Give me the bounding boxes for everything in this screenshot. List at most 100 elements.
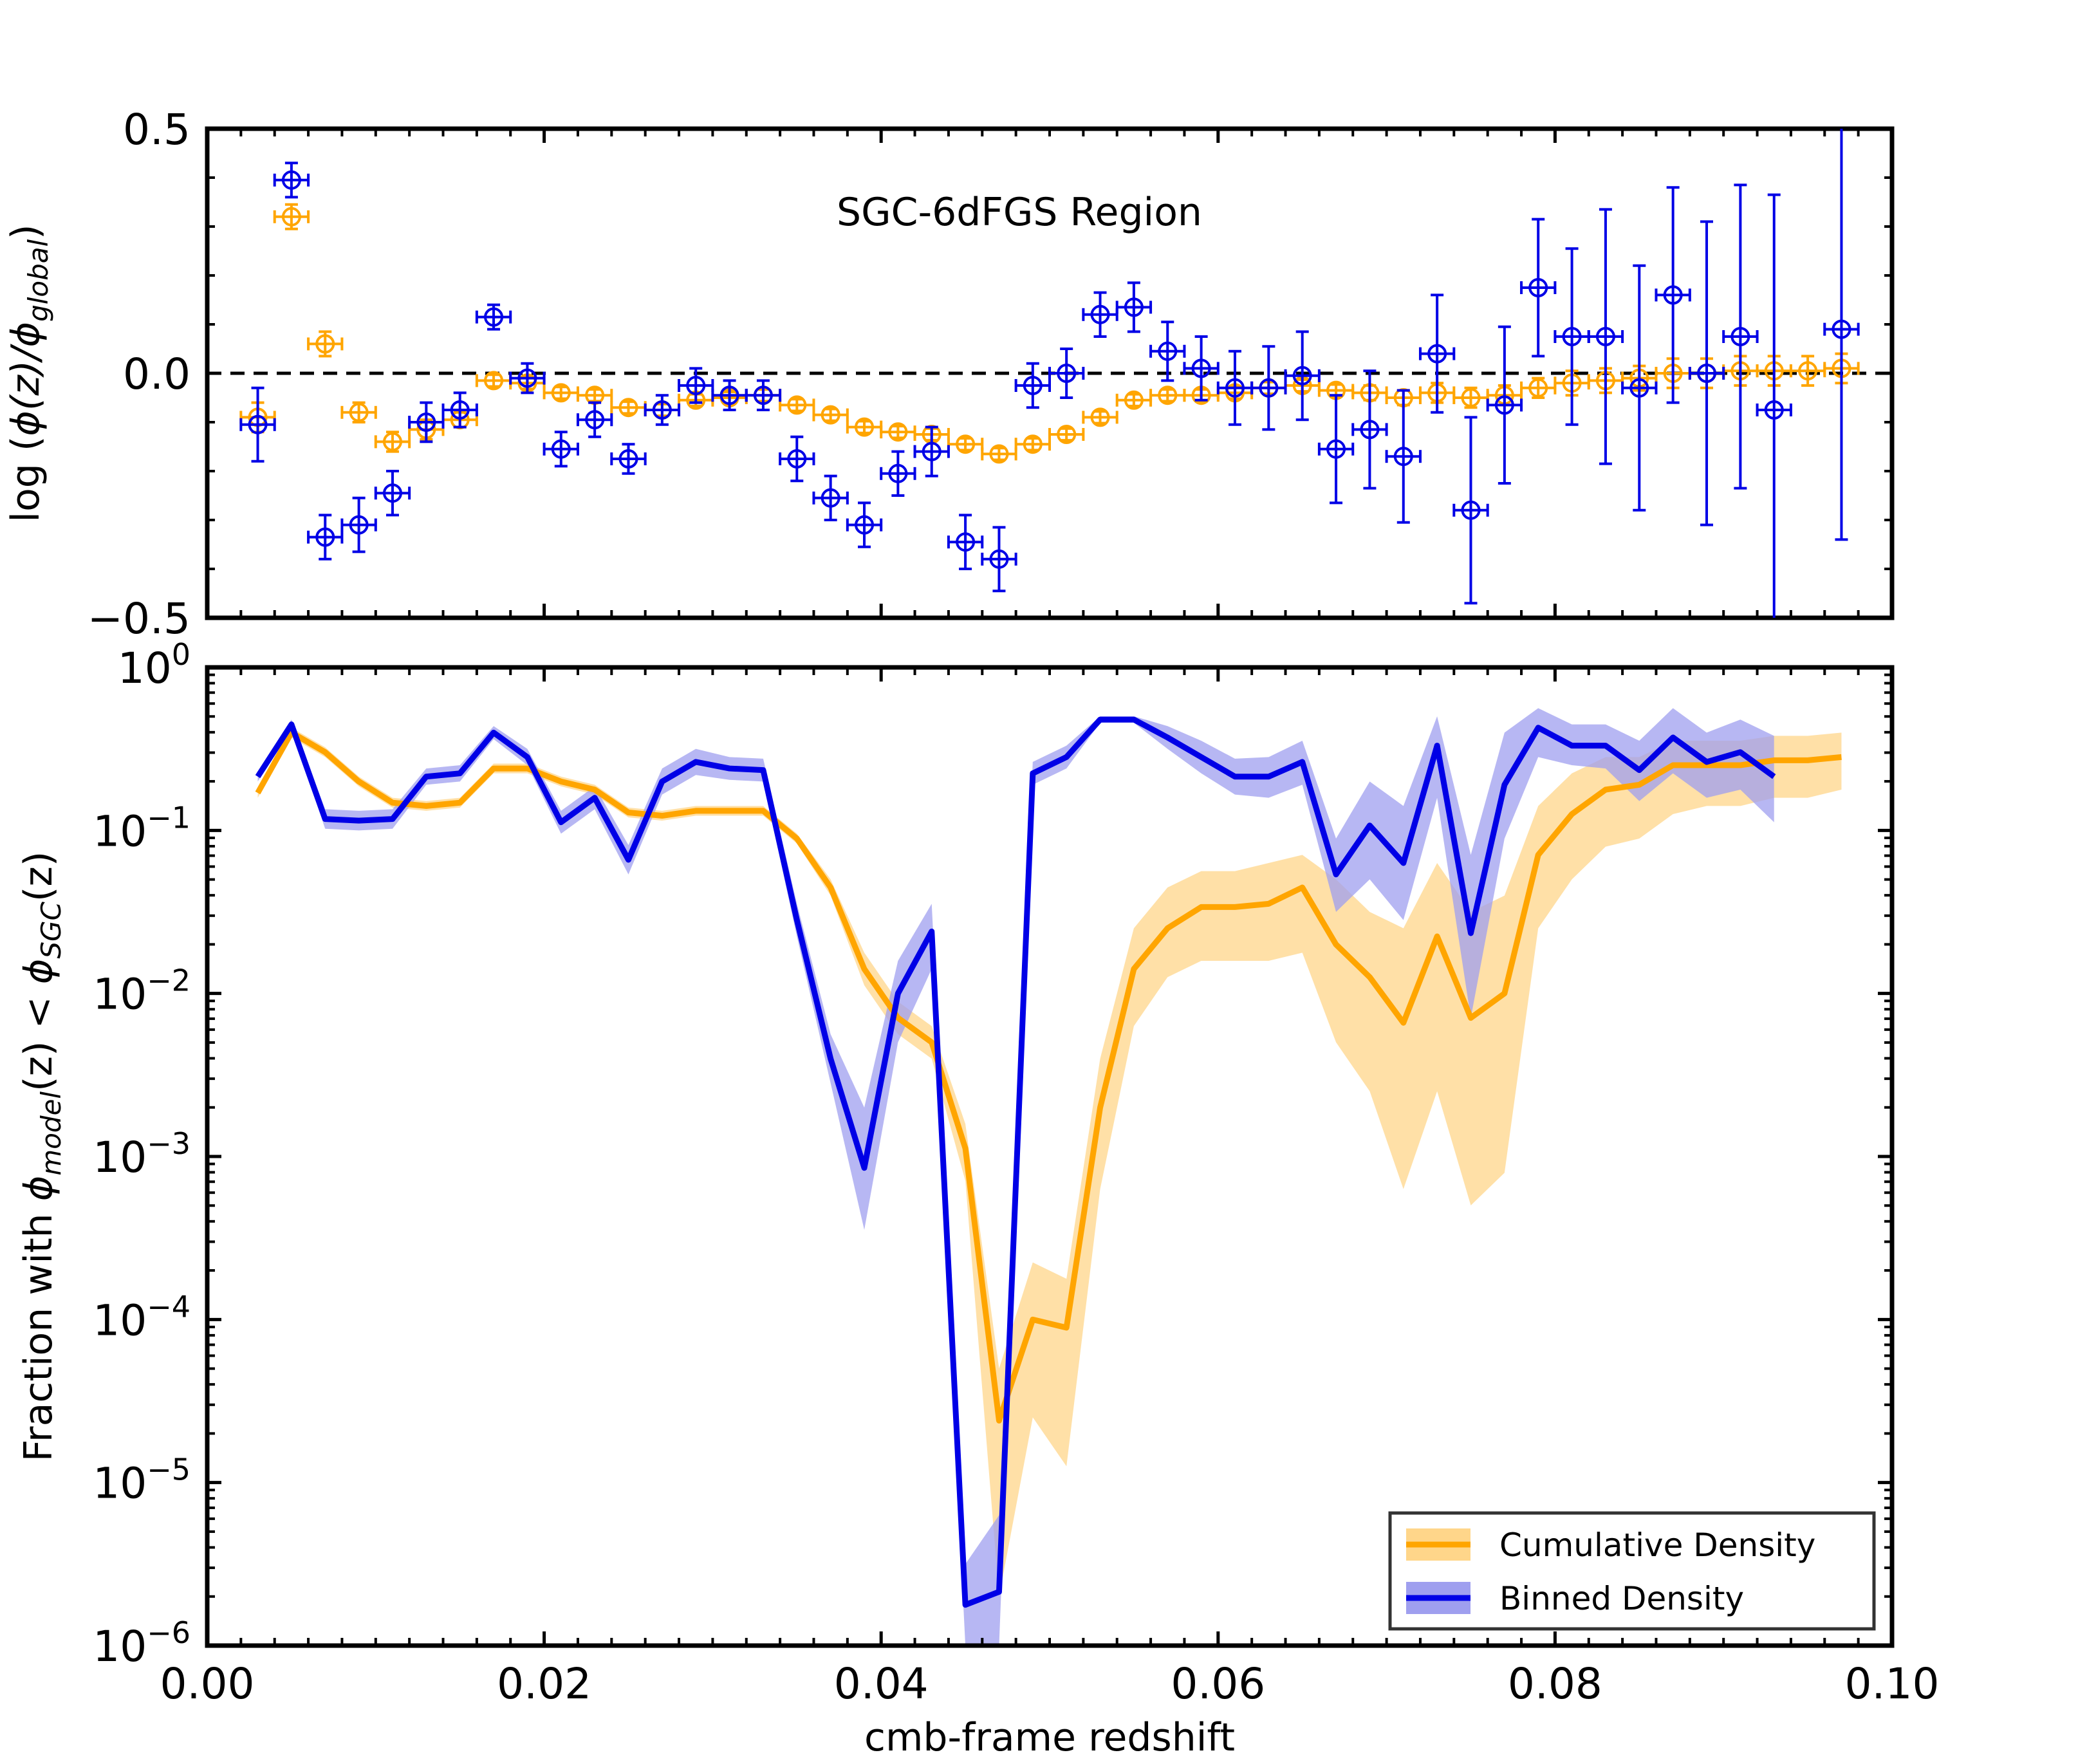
errorbar-point-binned bbox=[1655, 186, 1691, 404]
data-point-marker bbox=[1158, 385, 1178, 405]
errorbar-point-binned bbox=[880, 450, 916, 497]
data-point-marker bbox=[1832, 319, 1851, 339]
data-point-marker bbox=[1023, 434, 1043, 454]
errorbar-point-binned bbox=[1452, 416, 1489, 605]
data-point-marker bbox=[349, 402, 369, 422]
top-errorbars bbox=[239, 129, 1860, 618]
data-point-marker bbox=[888, 463, 908, 483]
errorbar-point-binned bbox=[543, 431, 579, 468]
confidence-band-cumulative bbox=[257, 727, 1842, 1597]
y-tick-label: 10−1 bbox=[93, 800, 190, 856]
legend-label-binned: Binned Density bbox=[1499, 1580, 1744, 1617]
errorbar-point-binned bbox=[779, 435, 815, 483]
data-point-marker bbox=[989, 549, 1009, 569]
y-tick-base: 10 bbox=[93, 1295, 147, 1345]
errorbar-point-binned bbox=[340, 496, 377, 553]
data-point-marker bbox=[1023, 376, 1043, 395]
bottom-panel: 0.00 0.02 0.04 0.06 0.08 0.10 10010−110−210−3… bbox=[16, 637, 1939, 1760]
y-tick-base: 10 bbox=[93, 806, 147, 856]
y-tick-label: 100 bbox=[118, 637, 190, 693]
x-tick-label: 0.06 bbox=[1171, 1659, 1265, 1709]
data-point-marker bbox=[686, 376, 706, 395]
errorbar-point-binned bbox=[644, 394, 681, 426]
top-ytick-label-low: −0.5 bbox=[88, 594, 190, 644]
data-point-marker bbox=[956, 532, 976, 552]
data-point-marker bbox=[855, 417, 875, 437]
data-point-marker bbox=[1629, 378, 1649, 398]
data-point-marker bbox=[1225, 378, 1245, 398]
data-point-marker bbox=[1191, 358, 1211, 378]
errorbar-point-binned bbox=[913, 425, 950, 478]
errorbar-point-binned bbox=[475, 303, 512, 331]
errorbar-point-binned bbox=[1216, 349, 1254, 426]
data-point-marker bbox=[1461, 388, 1481, 407]
data-point-marker bbox=[1697, 364, 1717, 383]
errorbar-point-binned bbox=[1756, 193, 1792, 618]
bottom-ylabel: Fraction with ϕmodel(z) < ϕSGC(z) bbox=[16, 851, 67, 1462]
errorbar-point-binned bbox=[1284, 330, 1321, 422]
data-point-marker bbox=[382, 432, 402, 452]
data-point-marker bbox=[1057, 425, 1077, 444]
data-point-marker bbox=[1798, 361, 1818, 381]
y-tick-base: 10 bbox=[93, 1622, 147, 1671]
errorbar-point-binned bbox=[1688, 220, 1725, 526]
y-tick-exponent: −1 bbox=[147, 800, 190, 835]
errorbar-point-binned bbox=[1048, 348, 1085, 399]
data-point-marker bbox=[618, 398, 638, 418]
y-tick-exponent: −4 bbox=[147, 1289, 190, 1324]
errorbar-point-binned bbox=[307, 514, 344, 561]
errorbar-point-cumulative bbox=[947, 434, 984, 454]
y-tick-base: 10 bbox=[93, 1133, 147, 1182]
errorbar-point-binned bbox=[1621, 264, 1658, 512]
top-panel: SGC-6dFGS Region 0.5 0.0 −0.5 log (ϕ(z)/… bbox=[3, 105, 1895, 644]
data-point-marker bbox=[450, 400, 470, 420]
errorbar-point-binned bbox=[1823, 129, 1860, 541]
y-tick-label: 10−3 bbox=[93, 1126, 190, 1182]
data-point-marker bbox=[821, 488, 840, 508]
data-point-marker bbox=[1528, 278, 1548, 297]
errorbar-point-binned bbox=[1722, 183, 1759, 490]
top-ytick-label-zero: 0.0 bbox=[123, 349, 190, 399]
errorbar-point-binned bbox=[1317, 394, 1355, 505]
errorbar-point-cumulative bbox=[374, 431, 411, 453]
errorbar-point-binned bbox=[812, 474, 849, 521]
data-point-marker bbox=[484, 307, 504, 327]
data-point-marker bbox=[551, 383, 571, 403]
x-tick-label: 0.04 bbox=[834, 1659, 929, 1709]
top-ylabel: log (ϕ(z)/ϕglobal) bbox=[3, 224, 54, 522]
data-point-marker bbox=[1663, 285, 1683, 305]
data-point-marker bbox=[315, 527, 335, 547]
errorbar-point-cumulative bbox=[846, 417, 883, 437]
errorbar-point-cumulative bbox=[1452, 386, 1489, 409]
errorbar-point-binned bbox=[374, 470, 411, 517]
data-point-marker bbox=[1360, 420, 1380, 440]
data-point-marker bbox=[1292, 366, 1312, 385]
errorbar-point-binned bbox=[846, 501, 883, 548]
y-tick-exponent: 0 bbox=[172, 637, 190, 672]
errorbar-series-binned bbox=[239, 129, 1860, 618]
data-point-marker bbox=[719, 385, 739, 405]
data-point-marker bbox=[1090, 304, 1110, 324]
data-point-marker bbox=[416, 413, 436, 432]
errorbar-point-binned bbox=[239, 386, 276, 463]
data-point-marker bbox=[1528, 378, 1548, 398]
data-point-marker bbox=[922, 441, 941, 461]
errorbar-point-binned bbox=[1587, 208, 1624, 465]
data-point-marker bbox=[517, 368, 537, 388]
errorbar-point-binned bbox=[1149, 320, 1186, 382]
top-ticks bbox=[205, 127, 1894, 620]
errorbar-point-binned bbox=[1554, 247, 1590, 426]
errorbar-point-binned bbox=[1014, 362, 1051, 409]
data-point-marker bbox=[1427, 344, 1447, 364]
errorbar-point-cumulative bbox=[610, 398, 647, 418]
data-point-marker bbox=[349, 515, 369, 535]
legend-label-cumulative: Cumulative Density bbox=[1499, 1527, 1815, 1564]
errorbar-point-binned bbox=[1486, 325, 1523, 485]
data-point-marker bbox=[652, 400, 672, 420]
errorbar-point-cumulative bbox=[1082, 407, 1118, 427]
series-line-binned bbox=[255, 716, 1776, 1608]
data-point-marker bbox=[1057, 364, 1077, 383]
data-point-marker bbox=[382, 483, 402, 503]
errorbar-point-binned bbox=[1418, 293, 1456, 414]
